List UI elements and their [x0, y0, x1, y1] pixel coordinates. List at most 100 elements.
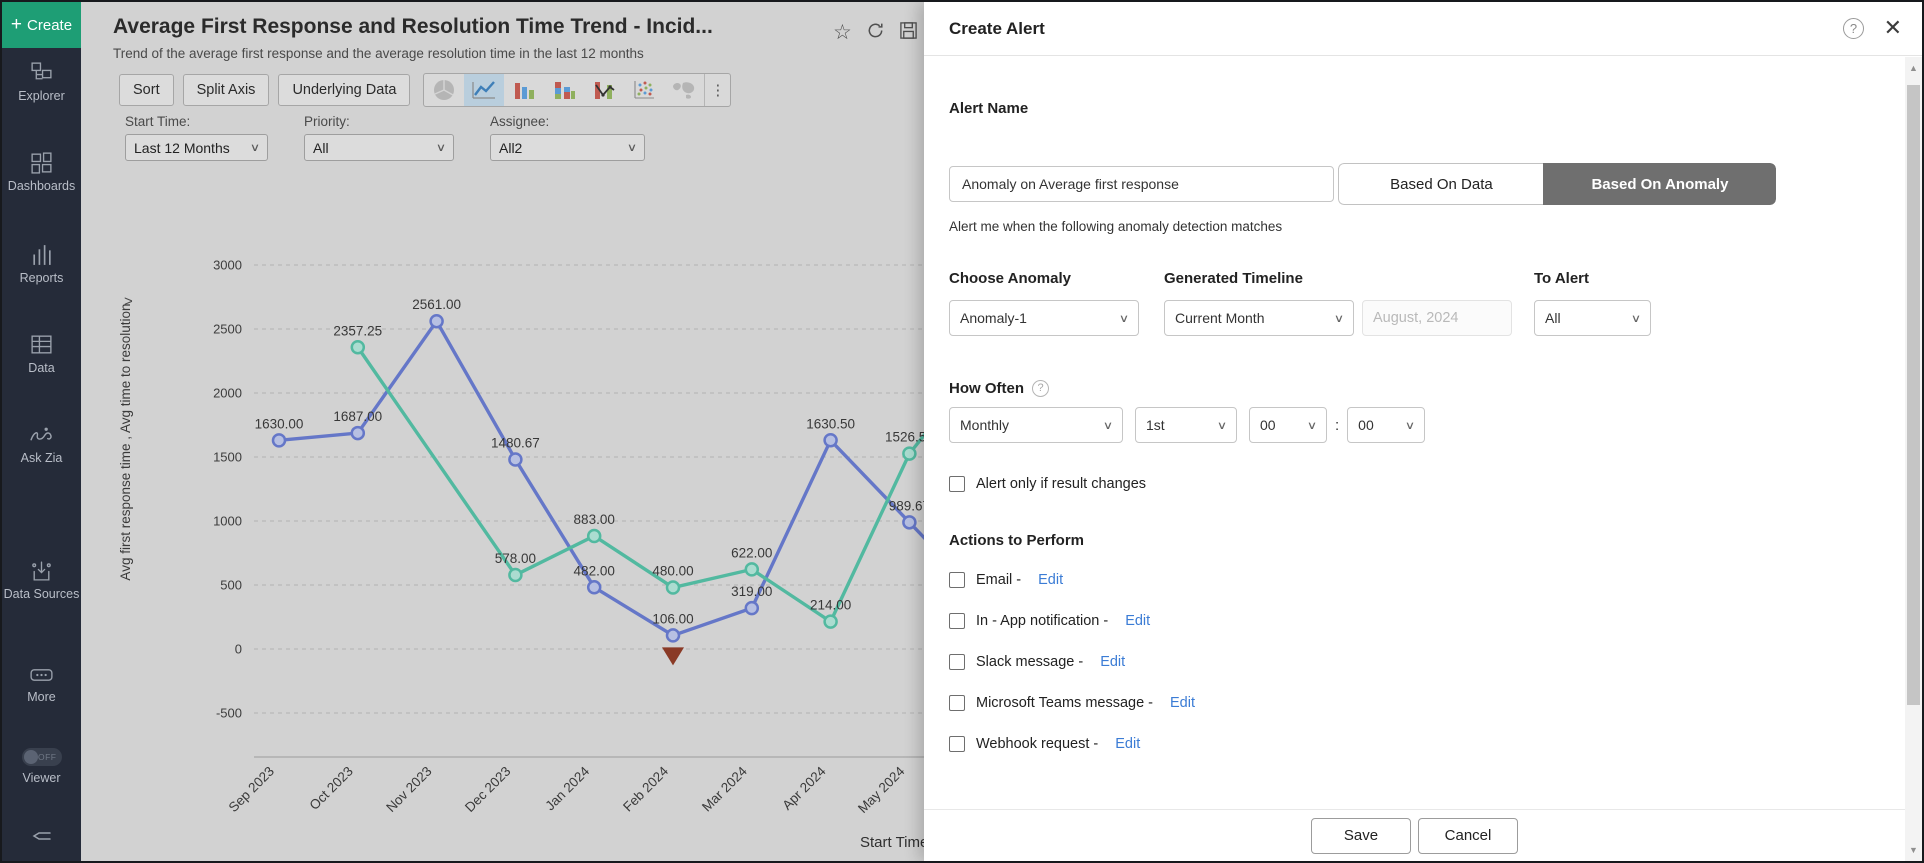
chevron-down-icon: ∨	[1118, 312, 1130, 325]
viewer-toggle-item: OFF Viewer	[2, 748, 81, 787]
webhook-request-checkbox[interactable]	[949, 736, 965, 752]
chevron-down-icon: ∨	[1404, 419, 1416, 432]
favorite-star-icon[interactable]: ☆	[833, 21, 852, 44]
anomaly-config-row: Choose Anomaly Anomaly-1 ∨ Generated Tim…	[949, 270, 1882, 336]
more-ellipsis-icon	[30, 669, 53, 681]
start-time-filter[interactable]: Last 12 Months ∨	[125, 134, 268, 161]
slack-edit-link[interactable]: Edit	[1100, 654, 1126, 670]
assignee-filter[interactable]: All2 ∨	[490, 134, 645, 161]
bar-chart-icon[interactable]	[504, 74, 544, 106]
timeline-select[interactable]: Current Month ∨	[1164, 300, 1354, 336]
help-icon[interactable]: ?	[1843, 18, 1864, 39]
action-row-slack: Slack message - Edit	[949, 652, 1882, 672]
svg-text:578.00: 578.00	[495, 551, 536, 566]
action-row-in-app: In - App notification - Edit	[949, 611, 1882, 631]
plus-icon: +	[10, 14, 23, 35]
close-icon[interactable]: ✕	[1883, 15, 1902, 40]
scatter-plot-icon[interactable]	[624, 74, 664, 106]
action-label: Webhook request -	[976, 736, 1099, 752]
alert-only-label: Alert only if result changes	[976, 476, 1147, 492]
frequency-select[interactable]: Monthly ∨	[949, 407, 1123, 443]
create-button[interactable]: + Create	[2, 2, 81, 48]
stacked-bar-chart-icon[interactable]	[544, 74, 584, 106]
sidebar-item-dashboards[interactable]: Dashboards	[2, 150, 81, 195]
generated-timeline-field: Generated Timeline Current Month ∨	[1164, 270, 1512, 336]
modal-scrollbar[interactable]: ▲ ▼	[1905, 57, 1922, 861]
viewer-toggle[interactable]: OFF	[21, 748, 62, 766]
priority-filter[interactable]: All ∨	[304, 134, 454, 161]
sort-button[interactable]: Sort	[119, 74, 174, 106]
day-select[interactable]: 1st ∨	[1135, 407, 1237, 443]
in-app-edit-link[interactable]: Edit	[1125, 613, 1151, 629]
underlying-data-button[interactable]: Underlying Data	[278, 74, 411, 106]
tab-based-on-anomaly[interactable]: Based On Anomaly	[1543, 163, 1777, 205]
to-alert-select-value: All	[1545, 310, 1561, 326]
report-subtitle: Trend of the average first response and …	[113, 46, 644, 61]
tab-based-on-data[interactable]: Based On Data	[1338, 163, 1544, 205]
sidebar-item-explorer[interactable]: Explorer	[2, 60, 81, 105]
minute-select[interactable]: 00 ∨	[1347, 407, 1426, 443]
combo-chart-icon[interactable]	[584, 74, 624, 106]
svg-text:Feb 2024: Feb 2024	[620, 763, 671, 814]
sidebar-item-data[interactable]: Data	[2, 332, 81, 377]
action-label: Slack message -	[976, 654, 1084, 670]
in-app-notification-checkbox[interactable]	[949, 613, 965, 629]
line-chart-icon[interactable]	[464, 74, 505, 106]
alert-only-checkbox[interactable]	[949, 476, 965, 492]
cancel-button[interactable]: Cancel	[1418, 817, 1518, 854]
kebab-menu-icon[interactable]: ⋮	[704, 74, 730, 106]
email-edit-link[interactable]: Edit	[1038, 572, 1064, 588]
explorer-tree-icon	[31, 62, 52, 80]
svg-text:1480.67: 1480.67	[491, 435, 540, 450]
sidebar-item-more[interactable]: More	[2, 664, 81, 706]
trend-line-chart: -500 0 500 1000 1500 2000 2500 3000 Sep 2023 Oct …	[118, 258, 924, 851]
map-chart-icon[interactable]	[664, 74, 704, 106]
svg-text:989.67: 989.67	[889, 498, 924, 513]
slack-message-checkbox[interactable]	[949, 654, 965, 670]
sidebar-collapse[interactable]	[2, 824, 81, 852]
svg-text:1526.50: 1526.50	[885, 430, 924, 445]
save-button[interactable]: Save	[1311, 817, 1411, 854]
scroll-down-icon[interactable]: ▼	[1909, 845, 1918, 855]
sidebar-item-label: Reports	[19, 271, 64, 285]
anomaly-select[interactable]: Anomaly-1 ∨	[949, 300, 1139, 336]
sidebar-item-ask-zia[interactable]: Ask Zia	[2, 422, 81, 467]
teams-edit-link[interactable]: Edit	[1170, 695, 1196, 711]
sidebar-item-reports[interactable]: Reports	[2, 242, 81, 287]
dashboards-grid-icon	[31, 152, 52, 174]
svg-text:2357.25: 2357.25	[333, 323, 382, 338]
sidebar-item-data-sources[interactable]: Data Sources	[2, 558, 81, 603]
alert-name-input[interactable]	[949, 165, 1334, 202]
alert-name-label: Alert Name	[949, 100, 1029, 117]
pie-chart-icon[interactable]	[424, 74, 464, 106]
collapse-arrow-icon	[32, 832, 51, 840]
filter-value: All2	[499, 139, 523, 156]
webhook-edit-link[interactable]: Edit	[1115, 736, 1141, 752]
filter-assignee: Assignee: All2 ∨	[490, 114, 645, 161]
email-checkbox[interactable]	[949, 572, 965, 588]
scroll-up-icon[interactable]: ▲	[1909, 63, 1918, 73]
question-icon[interactable]: ?	[1032, 380, 1049, 397]
svg-text:Avg first response time , Avg: Avg first response time , Avg time to re…	[118, 303, 133, 580]
anomaly-select-value: Anomaly-1	[960, 310, 1027, 326]
sidebar-item-label: More	[27, 690, 56, 704]
reports-bars-icon	[33, 245, 51, 265]
teams-message-checkbox[interactable]	[949, 695, 965, 711]
svg-text:1630.00: 1630.00	[255, 416, 304, 431]
how-often-label: How Often	[949, 380, 1024, 397]
hour-select[interactable]: 00 ∨	[1249, 407, 1327, 443]
sidebar-item-label: Data	[28, 361, 55, 375]
filter-value: Last 12 Months	[134, 139, 230, 156]
save-icon[interactable]	[899, 21, 918, 45]
split-axis-button[interactable]: Split Axis	[182, 74, 270, 106]
to-alert-select[interactable]: All ∨	[1534, 300, 1651, 336]
svg-text:Oct 2023: Oct 2023	[307, 764, 356, 813]
modal-footer: Save Cancel	[924, 809, 1905, 861]
create-button-label: Create	[27, 16, 73, 34]
timeline-detail-input	[1362, 300, 1512, 336]
svg-text:Jan 2024: Jan 2024	[542, 763, 592, 813]
refresh-icon[interactable]	[866, 21, 885, 45]
scrollbar-thumb[interactable]	[1907, 85, 1920, 705]
generated-timeline-label: Generated Timeline	[1164, 270, 1303, 287]
